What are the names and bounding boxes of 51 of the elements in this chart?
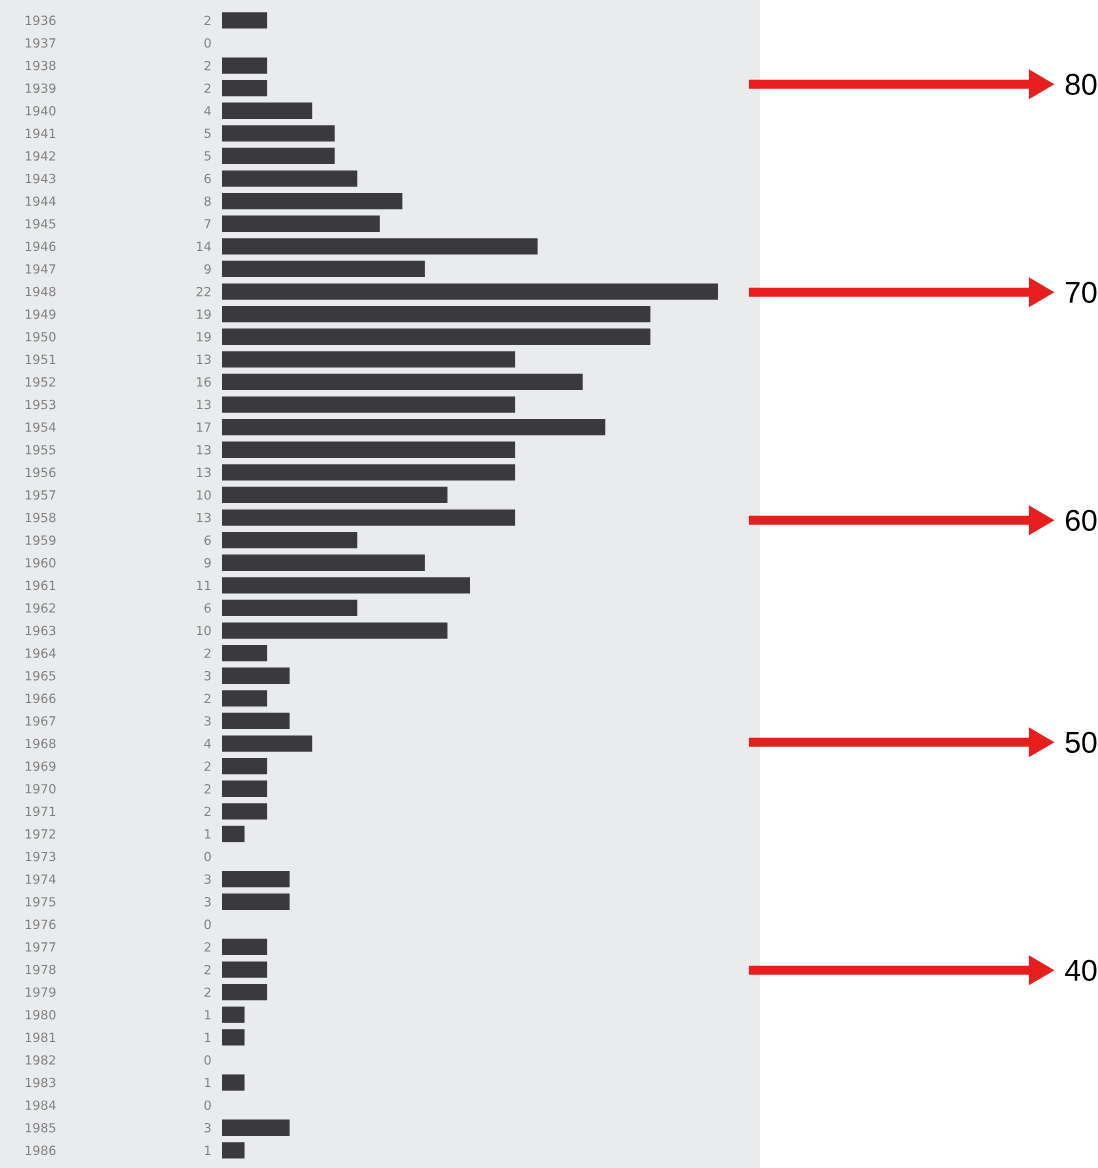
bar bbox=[222, 125, 335, 142]
bar bbox=[222, 419, 606, 436]
bar bbox=[222, 780, 268, 797]
text: 60 bbox=[1066, 509, 1097, 531]
bar bbox=[222, 599, 358, 617]
bar bbox=[222, 57, 268, 74]
bar bbox=[222, 961, 268, 978]
bar bbox=[222, 622, 448, 639]
bar bbox=[222, 532, 358, 549]
bar bbox=[222, 147, 335, 165]
bar bbox=[222, 803, 268, 820]
bar bbox=[222, 554, 426, 571]
bar bbox=[222, 215, 380, 232]
bar bbox=[222, 102, 313, 119]
text: 40 bbox=[1065, 959, 1097, 981]
bar bbox=[222, 712, 290, 730]
text: 50 bbox=[1065, 731, 1097, 753]
bar bbox=[222, 464, 516, 481]
text: 80 bbox=[1065, 73, 1097, 95]
bar bbox=[222, 283, 719, 300]
bar bbox=[222, 735, 313, 752]
bar bbox=[222, 871, 290, 888]
bar bbox=[222, 1006, 245, 1023]
bar bbox=[222, 509, 516, 526]
bar bbox=[222, 1119, 290, 1136]
bar bbox=[222, 486, 448, 504]
bar bbox=[222, 938, 268, 956]
bar bbox=[222, 690, 268, 707]
bar bbox=[222, 577, 471, 594]
bar bbox=[222, 893, 290, 910]
bar bbox=[222, 351, 516, 368]
bar bbox=[222, 1142, 245, 1159]
bar bbox=[222, 1029, 245, 1046]
text: 70 bbox=[1066, 281, 1097, 303]
bar bbox=[222, 645, 268, 662]
bar bbox=[222, 984, 268, 1001]
bar bbox=[222, 170, 358, 187]
bar bbox=[222, 328, 651, 345]
bar bbox=[222, 1074, 245, 1091]
bar bbox=[222, 667, 290, 684]
bar bbox=[222, 396, 516, 413]
bar bbox=[222, 373, 583, 391]
bar bbox=[222, 238, 538, 255]
bar bbox=[222, 193, 403, 210]
bar bbox=[222, 758, 268, 775]
bar bbox=[222, 12, 268, 29]
bar bbox=[222, 260, 426, 278]
bar bbox=[222, 306, 651, 323]
bar bbox=[222, 825, 245, 843]
bar bbox=[222, 441, 516, 458]
bar bbox=[222, 80, 268, 97]
